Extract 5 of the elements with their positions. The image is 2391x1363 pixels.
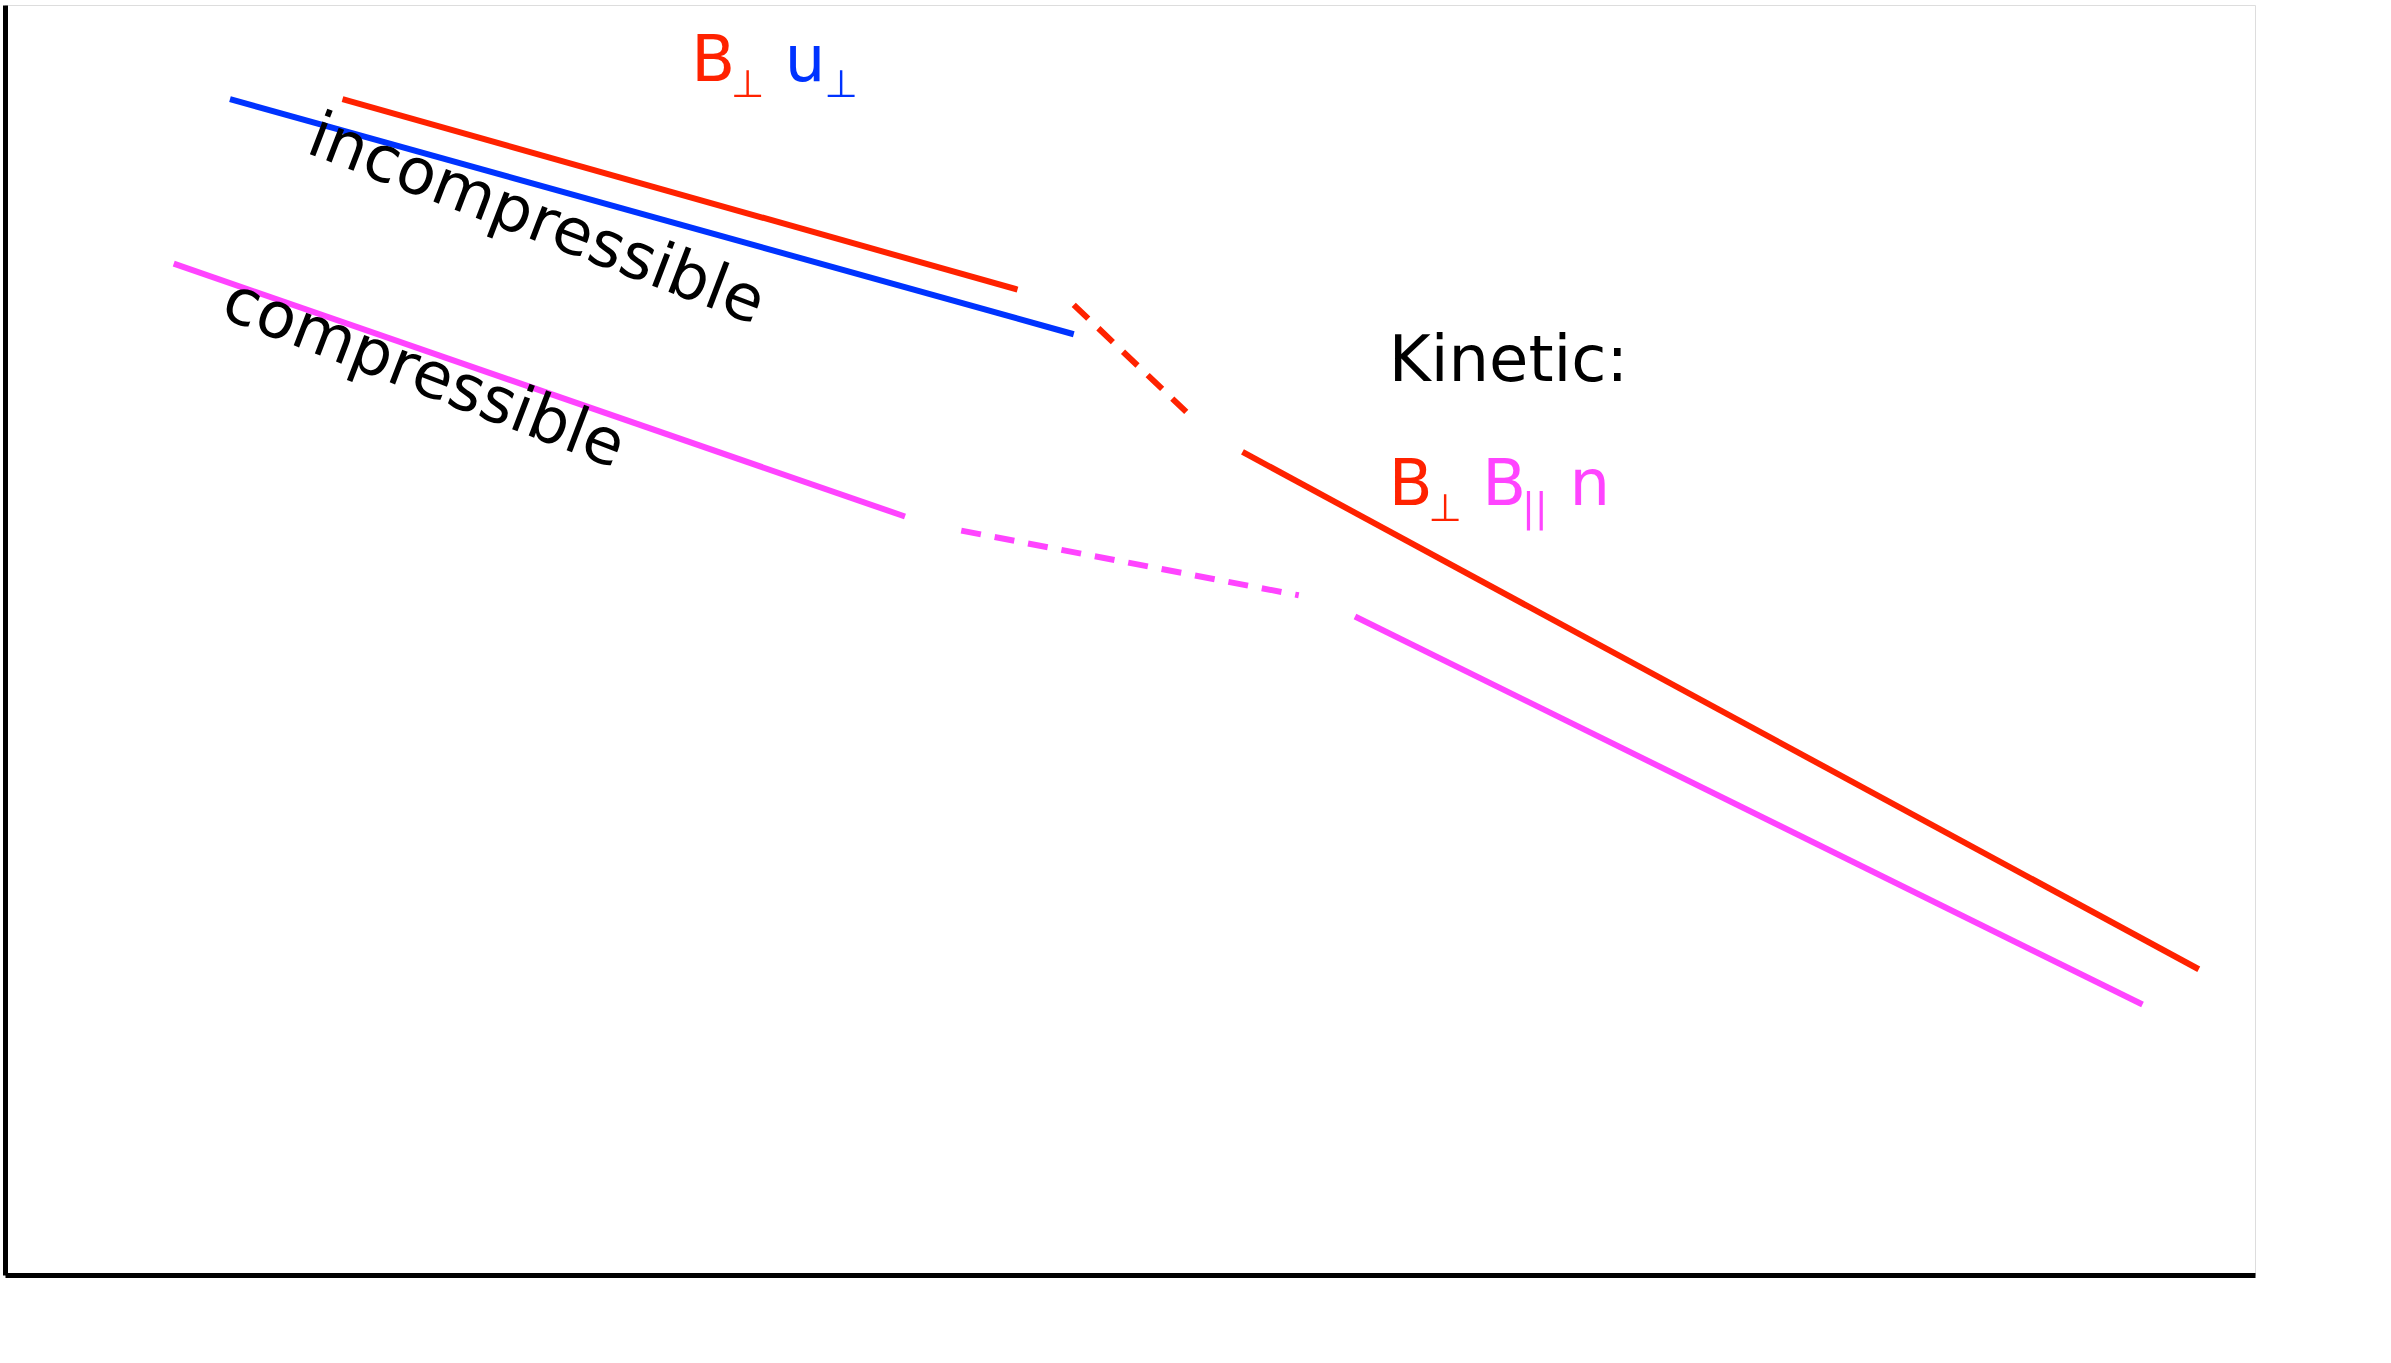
series-label: B⊥	[691, 22, 765, 107]
annotation: Kinetic:	[1388, 322, 1629, 397]
series-label: B⊥	[1388, 445, 1462, 530]
text: u⊥	[784, 22, 858, 107]
text: B|| n	[1482, 445, 1611, 531]
